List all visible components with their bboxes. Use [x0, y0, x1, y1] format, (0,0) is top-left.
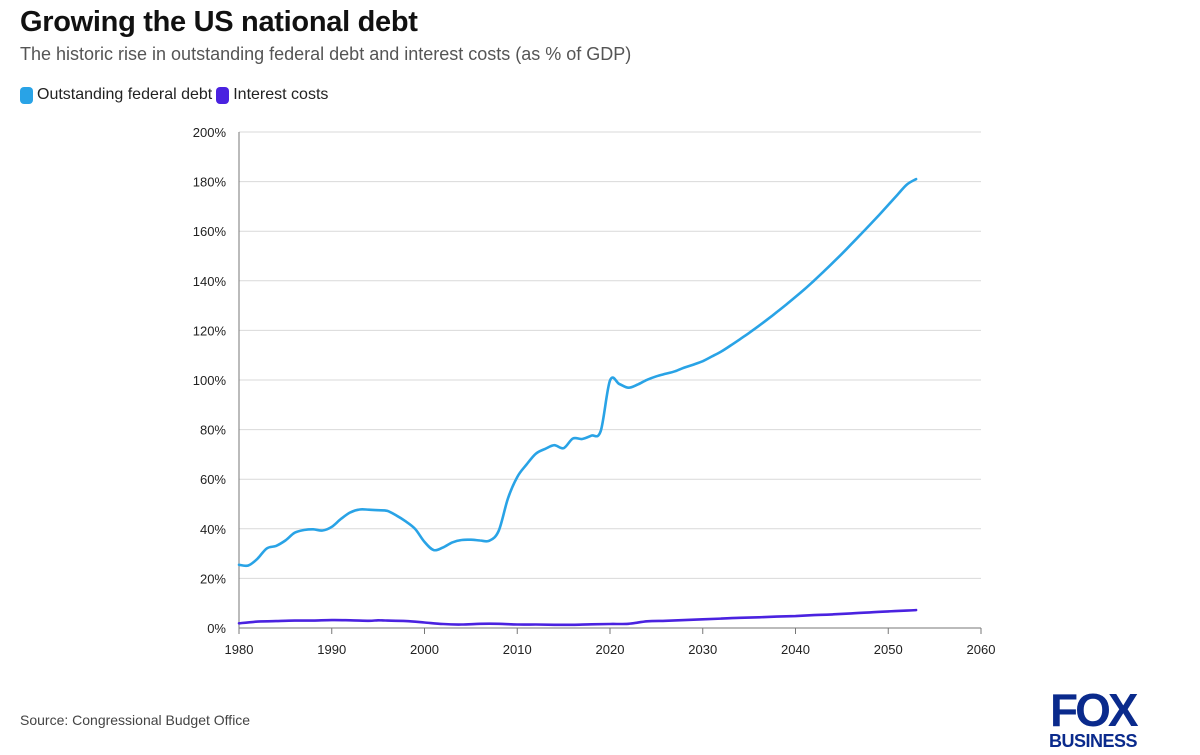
legend-item-interest[interactable]: Interest costs — [216, 86, 328, 104]
x-tick-label: 2000 — [410, 642, 439, 657]
fox-business-logo: FOX BUSINESS — [1049, 686, 1142, 750]
x-tick-label: 2020 — [596, 642, 625, 657]
x-tick-label: 2060 — [967, 642, 996, 657]
legend-label-interest: Interest costs — [233, 86, 329, 103]
y-tick-label: 80% — [200, 423, 226, 438]
legend-swatch-interest — [216, 86, 230, 104]
y-tick-label: 120% — [193, 323, 227, 338]
logo-fox-text: FOX — [1050, 686, 1139, 736]
y-tick-label: 20% — [200, 571, 226, 586]
x-tick-label: 1980 — [225, 642, 254, 657]
y-tick-label: 140% — [193, 274, 227, 289]
legend-label-debt: Outstanding federal debt — [37, 86, 213, 103]
series-line-outstanding-debt[interactable] — [237, 177, 918, 568]
legend: Outstanding federal debt Interest costs — [20, 86, 332, 104]
chart-title: Growing the US national debt — [20, 6, 418, 38]
chart-subtitle: The historic rise in outstanding federal… — [20, 44, 632, 64]
axis-layer: 0% 20% 40% 60% 80% 100% 120% 140% 160% 180% 200% 19… — [193, 125, 996, 657]
y-tick-label: 100% — [193, 373, 227, 388]
x-tick-label: 2010 — [503, 642, 532, 657]
y-tick-label: 160% — [193, 224, 227, 239]
y-tick-label: 200% — [193, 125, 227, 140]
x-tick-label: 2030 — [688, 642, 717, 657]
legend-swatch-debt — [20, 86, 33, 104]
y-tick-label: 180% — [193, 175, 227, 190]
line-chart: 0% 20% 40% 60% 80% 100% 120% 140% 160% 180% 200% 19… — [193, 125, 996, 657]
logo-business-text: BUSINESS — [1049, 731, 1138, 750]
series-line-interest-costs[interactable] — [237, 608, 918, 627]
y-tick-label: 0% — [207, 621, 226, 636]
legend-item-debt[interactable]: Outstanding federal debt — [20, 86, 212, 104]
grid-layer — [239, 131, 981, 629]
source-note: Source: Congressional Budget Office — [20, 712, 251, 728]
x-tick-label: 2050 — [874, 642, 903, 657]
y-tick-label: 60% — [200, 472, 226, 487]
y-tick-label: 40% — [200, 522, 226, 537]
series-layer — [237, 177, 918, 627]
x-tick-label: 1990 — [317, 642, 346, 657]
x-tick-label: 2040 — [781, 642, 810, 657]
